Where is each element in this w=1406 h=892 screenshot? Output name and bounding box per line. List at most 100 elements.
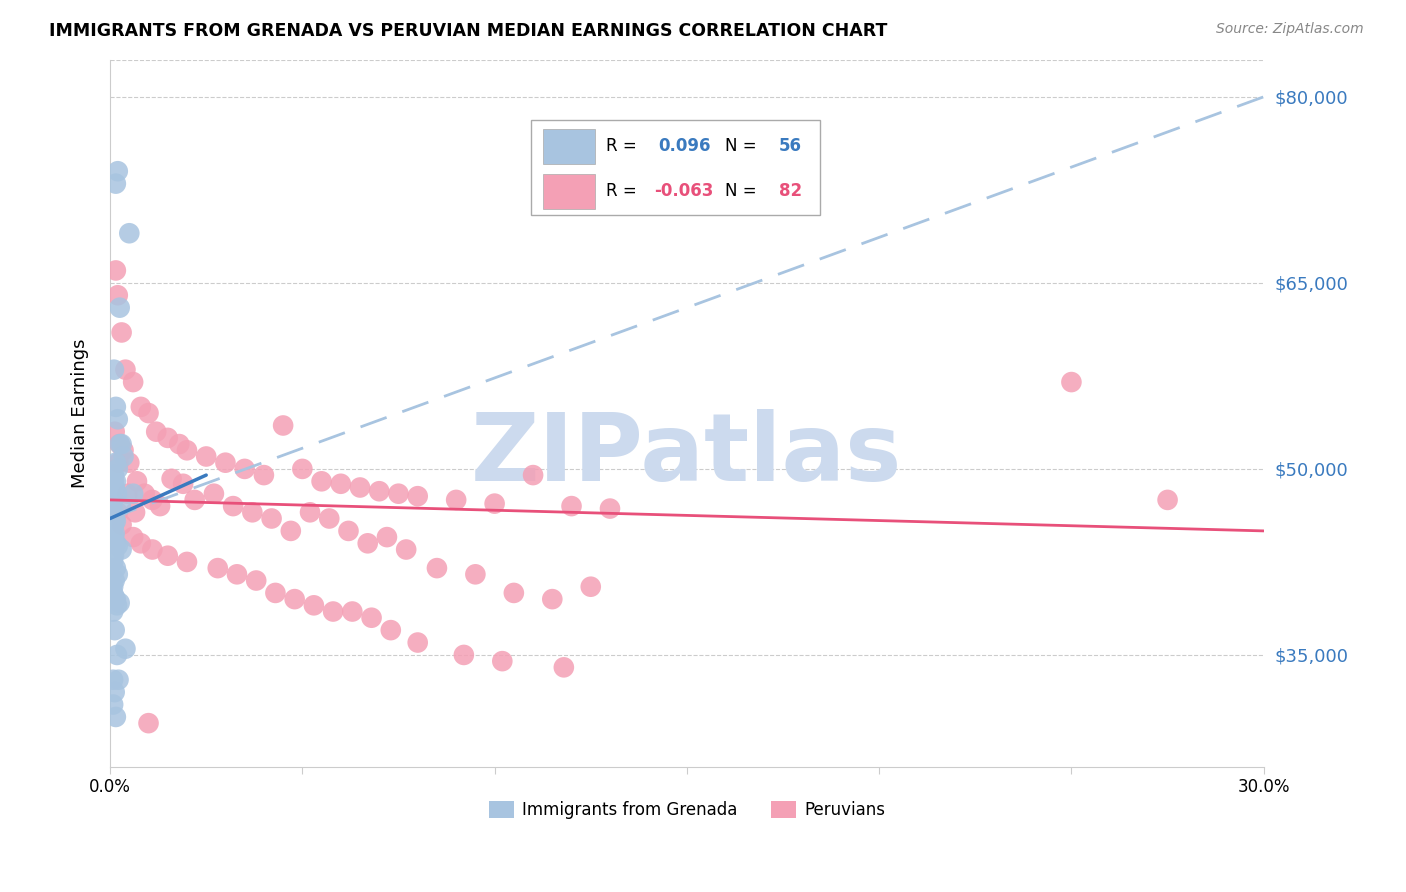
Point bbox=[122, 486, 145, 500]
Point bbox=[101, 698, 124, 712]
Point bbox=[176, 555, 198, 569]
Point bbox=[107, 462, 129, 476]
Point bbox=[491, 654, 513, 668]
Point bbox=[104, 400, 127, 414]
Point bbox=[484, 497, 506, 511]
Point bbox=[141, 492, 163, 507]
Point bbox=[395, 542, 418, 557]
Text: 82: 82 bbox=[779, 182, 803, 201]
Point bbox=[124, 505, 146, 519]
Point bbox=[101, 492, 124, 507]
Point bbox=[101, 580, 124, 594]
Point bbox=[103, 530, 125, 544]
Point bbox=[172, 476, 194, 491]
Point bbox=[107, 456, 129, 470]
Point bbox=[233, 462, 256, 476]
Point bbox=[1060, 375, 1083, 389]
Point bbox=[104, 475, 127, 489]
Point bbox=[156, 431, 179, 445]
Point bbox=[214, 456, 236, 470]
Point bbox=[360, 611, 382, 625]
Point bbox=[104, 511, 127, 525]
Text: ZIPatlas: ZIPatlas bbox=[471, 409, 903, 501]
Point bbox=[108, 301, 131, 315]
Point bbox=[406, 635, 429, 649]
Point bbox=[599, 501, 621, 516]
FancyBboxPatch shape bbox=[543, 128, 595, 164]
Point bbox=[112, 450, 135, 464]
Point bbox=[202, 486, 225, 500]
Point bbox=[103, 588, 125, 602]
Point bbox=[318, 511, 340, 525]
Point bbox=[107, 567, 129, 582]
Point bbox=[117, 486, 139, 500]
Point bbox=[103, 509, 125, 524]
Point bbox=[129, 536, 152, 550]
Point bbox=[104, 425, 127, 439]
Point bbox=[107, 164, 129, 178]
Point bbox=[101, 533, 124, 548]
Point bbox=[311, 475, 333, 489]
Point bbox=[101, 521, 124, 535]
Point bbox=[368, 484, 391, 499]
Point bbox=[122, 530, 145, 544]
Point bbox=[104, 511, 127, 525]
Point bbox=[280, 524, 302, 538]
Y-axis label: Median Earnings: Median Earnings bbox=[72, 338, 89, 488]
Point bbox=[103, 468, 125, 483]
Point bbox=[101, 583, 124, 598]
Point bbox=[240, 505, 263, 519]
Point bbox=[299, 505, 322, 519]
Point bbox=[104, 592, 127, 607]
Point bbox=[553, 660, 575, 674]
Legend: Immigrants from Grenada, Peruvians: Immigrants from Grenada, Peruvians bbox=[482, 794, 891, 825]
Point bbox=[149, 499, 172, 513]
Point bbox=[101, 505, 124, 519]
Point bbox=[104, 481, 127, 495]
Text: IMMIGRANTS FROM GRENADA VS PERUVIAN MEDIAN EARNINGS CORRELATION CHART: IMMIGRANTS FROM GRENADA VS PERUVIAN MEDI… bbox=[49, 22, 887, 40]
Point bbox=[104, 685, 127, 699]
Point bbox=[406, 489, 429, 503]
Point bbox=[103, 475, 125, 489]
Point bbox=[104, 177, 127, 191]
Point bbox=[118, 226, 141, 240]
Point bbox=[156, 549, 179, 563]
Point bbox=[108, 596, 131, 610]
Point bbox=[101, 673, 124, 687]
Point bbox=[105, 486, 128, 500]
Point bbox=[291, 462, 314, 476]
Point bbox=[101, 605, 124, 619]
Point bbox=[375, 530, 398, 544]
Point bbox=[104, 514, 127, 528]
Point bbox=[110, 542, 132, 557]
Text: N =: N = bbox=[725, 137, 762, 155]
Point bbox=[105, 648, 128, 662]
Point bbox=[541, 592, 564, 607]
Point bbox=[160, 472, 183, 486]
Point bbox=[107, 505, 129, 519]
Point bbox=[1156, 492, 1178, 507]
Point bbox=[453, 648, 475, 662]
Point bbox=[322, 605, 344, 619]
Point bbox=[103, 517, 125, 532]
Point bbox=[380, 623, 402, 637]
Point bbox=[103, 362, 125, 376]
Point bbox=[104, 574, 127, 588]
Point bbox=[464, 567, 486, 582]
Point bbox=[101, 524, 124, 538]
Point bbox=[222, 499, 245, 513]
Text: -0.063: -0.063 bbox=[655, 182, 714, 201]
Point bbox=[104, 456, 127, 470]
Point bbox=[104, 536, 127, 550]
Point bbox=[104, 263, 127, 277]
Point bbox=[118, 456, 141, 470]
Point bbox=[560, 499, 582, 513]
Point bbox=[260, 511, 283, 525]
Point bbox=[138, 716, 160, 731]
Point bbox=[169, 437, 191, 451]
Text: R =: R = bbox=[606, 137, 643, 155]
Point bbox=[134, 486, 156, 500]
Point bbox=[253, 468, 276, 483]
Point bbox=[329, 476, 352, 491]
Text: 56: 56 bbox=[779, 137, 803, 155]
